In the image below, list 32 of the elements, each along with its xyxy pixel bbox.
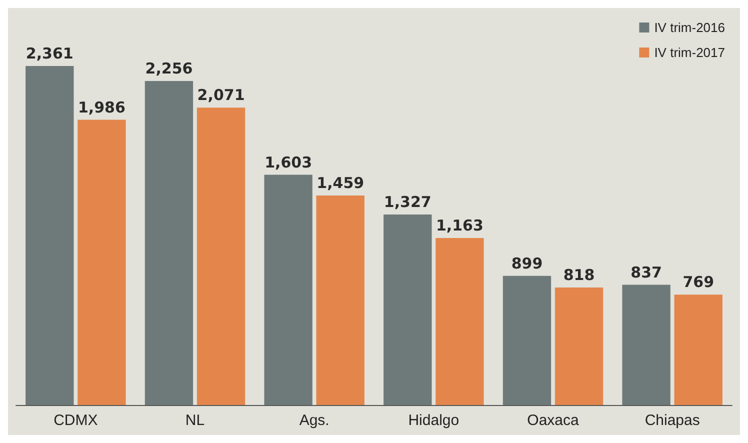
data-label: 2,256 bbox=[145, 60, 193, 78]
data-label: 2,071 bbox=[197, 86, 245, 104]
data-label: 837 bbox=[630, 263, 662, 282]
bar bbox=[144, 81, 194, 405]
data-label: 1,603 bbox=[264, 153, 312, 172]
data-label: 1,327 bbox=[384, 192, 432, 211]
legend-label: IV trim-2016 bbox=[654, 20, 726, 35]
data-label: 2,361 bbox=[26, 44, 74, 62]
bar bbox=[196, 108, 246, 405]
bar bbox=[384, 214, 432, 405]
data-label: 1,459 bbox=[316, 174, 364, 192]
bar bbox=[502, 276, 552, 405]
bar bbox=[316, 195, 364, 405]
x-tick-label: Oaxaca bbox=[527, 412, 580, 429]
data-label: 1,163 bbox=[436, 216, 484, 234]
data-label: 818 bbox=[563, 266, 595, 284]
data-label: 769 bbox=[682, 273, 714, 292]
x-tick-label: CDMX bbox=[54, 412, 98, 429]
bar bbox=[264, 174, 312, 405]
data-label: 1,986 bbox=[78, 98, 126, 116]
x-tick-label: NL bbox=[185, 412, 205, 429]
bar bbox=[622, 284, 670, 405]
bar bbox=[554, 288, 604, 405]
legend-label: IV trim-2017 bbox=[654, 45, 726, 60]
bar bbox=[26, 66, 74, 405]
x-tick-label: Chiapas bbox=[644, 412, 700, 429]
bar bbox=[674, 294, 722, 405]
bar bbox=[78, 120, 126, 405]
bar bbox=[436, 238, 484, 405]
x-tick-label: Hidalgo bbox=[408, 412, 460, 429]
x-tick-label: Ags. bbox=[299, 412, 330, 429]
data-label: 899 bbox=[511, 254, 543, 272]
